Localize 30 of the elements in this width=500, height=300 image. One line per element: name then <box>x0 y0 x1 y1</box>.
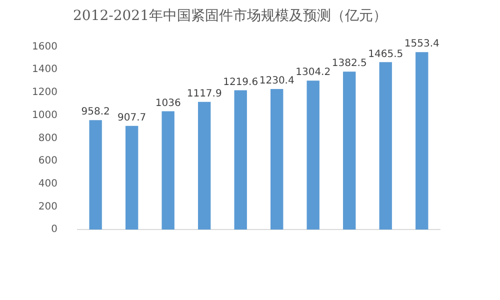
bar <box>416 52 428 230</box>
y-tick-label: 200 <box>38 201 58 212</box>
bar <box>125 126 138 230</box>
bar <box>270 89 284 230</box>
bar <box>89 120 102 230</box>
data-label: 1465.5 <box>368 48 404 60</box>
data-label: 1230.4 <box>259 76 294 87</box>
data-label: 1219.6 <box>223 76 258 88</box>
bar <box>343 72 356 230</box>
chart-title: 2012-2021年中国紧固件市场规模及预测（亿元） <box>73 8 387 24</box>
bar <box>162 111 174 230</box>
y-tick-label: 1600 <box>32 41 58 52</box>
data-label: 1304.2 <box>296 67 331 78</box>
data-label: 958.2 <box>81 106 110 118</box>
bar <box>234 90 247 230</box>
y-tick-label: 1200 <box>32 87 58 98</box>
bar <box>198 102 211 230</box>
data-label: 1553.4 <box>404 38 440 50</box>
y-tick-label: 800 <box>38 132 58 144</box>
y-tick-label: 400 <box>38 178 58 190</box>
data-label: 1036 <box>155 98 181 109</box>
y-tick-label: 600 <box>38 156 58 167</box>
data-label: 907.7 <box>118 112 146 124</box>
bar <box>379 62 392 230</box>
data-label: 1117.9 <box>186 88 222 100</box>
y-tick-label: 1000 <box>32 110 58 121</box>
y-tick-label: 1400 <box>32 64 58 76</box>
data-label: 1382.5 <box>332 58 367 70</box>
y-tick-label: 0 <box>51 224 58 236</box>
bar <box>306 80 320 230</box>
